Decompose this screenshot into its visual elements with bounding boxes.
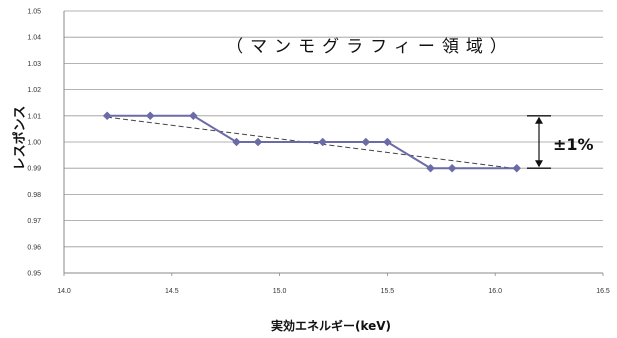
range-annotation bbox=[527, 115, 551, 169]
data-point bbox=[232, 137, 241, 147]
chart-title: （マンモグラフィー領域） bbox=[226, 37, 514, 57]
x-tick-label: 16.5 bbox=[596, 288, 610, 295]
y-tick-label: 1.01 bbox=[27, 113, 41, 120]
data-point bbox=[102, 111, 112, 121]
x-tick-label: 16.0 bbox=[488, 288, 502, 295]
y-tick-label: 1.03 bbox=[27, 61, 41, 68]
data-point bbox=[253, 137, 263, 147]
x-axis-title: 実効エネルギー(keV) bbox=[271, 318, 391, 333]
y-axis-title: レスポンス bbox=[12, 106, 28, 171]
axes bbox=[63, 11, 604, 276]
y-tick-label: 1.00 bbox=[27, 140, 41, 147]
x-tick-label: 14.0 bbox=[57, 288, 71, 295]
trendline bbox=[107, 116, 517, 170]
series bbox=[102, 111, 522, 173]
y-tick-label: 0.98 bbox=[27, 192, 41, 199]
range-arrow-down bbox=[535, 160, 543, 168]
x-tick-label: 15.0 bbox=[273, 288, 287, 295]
trendline-line bbox=[107, 116, 517, 170]
y-tick-labels: 1.05 1.04 1.03 1.02 1.01 1.00 0.99 0.98 0.97 0.96… bbox=[27, 9, 41, 278]
y-tick-label: 1.04 bbox=[27, 35, 41, 42]
data-point bbox=[361, 137, 371, 147]
y-tick-label: 0.99 bbox=[27, 166, 41, 173]
x-tick-label: 15.5 bbox=[381, 288, 395, 295]
range-arrow-up bbox=[535, 116, 543, 124]
data-point bbox=[145, 111, 155, 121]
data-point bbox=[426, 163, 435, 173]
data-point bbox=[189, 111, 198, 121]
range-annotation-label: ±1% bbox=[553, 135, 594, 154]
data-point bbox=[512, 163, 522, 173]
y-tick-label: 0.97 bbox=[27, 218, 41, 225]
y-tick-label: 1.02 bbox=[27, 87, 41, 94]
y-tick-label: 0.96 bbox=[27, 244, 41, 251]
data-point bbox=[383, 137, 392, 147]
x-tick-label: 14.5 bbox=[165, 288, 179, 295]
y-tick-label: 1.05 bbox=[27, 9, 41, 16]
data-point bbox=[447, 163, 457, 173]
y-tick-label: 0.95 bbox=[27, 271, 41, 278]
data-point bbox=[318, 137, 328, 147]
x-tick-labels: 14.0 14.5 15.0 15.5 16.0 16.5 bbox=[57, 288, 610, 295]
